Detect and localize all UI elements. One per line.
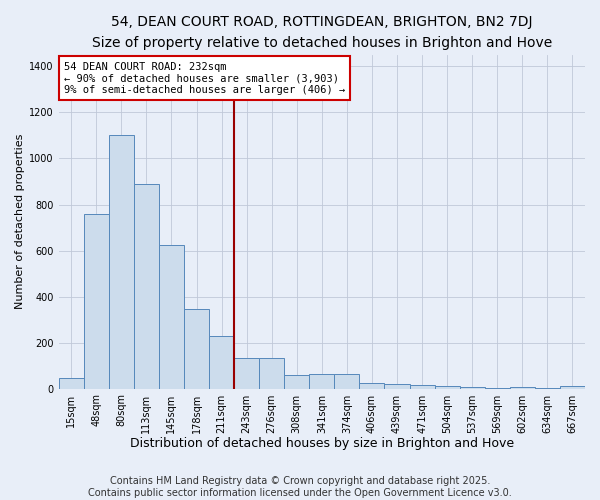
Bar <box>109 136 134 388</box>
Bar <box>334 374 359 388</box>
Bar <box>259 358 284 388</box>
Text: Contains HM Land Registry data © Crown copyright and database right 2025.
Contai: Contains HM Land Registry data © Crown c… <box>88 476 512 498</box>
Bar <box>385 384 410 388</box>
Bar <box>410 385 434 388</box>
Title: 54, DEAN COURT ROAD, ROTTINGDEAN, BRIGHTON, BN2 7DJ
Size of property relative to: 54, DEAN COURT ROAD, ROTTINGDEAN, BRIGHT… <box>92 15 552 50</box>
Y-axis label: Number of detached properties: Number of detached properties <box>15 134 25 310</box>
Bar <box>159 245 184 388</box>
Text: 54 DEAN COURT ROAD: 232sqm
← 90% of detached houses are smaller (3,903)
9% of se: 54 DEAN COURT ROAD: 232sqm ← 90% of deta… <box>64 62 345 95</box>
Bar <box>209 336 234 388</box>
Bar <box>359 383 385 388</box>
Bar <box>510 387 535 388</box>
Bar <box>184 309 209 388</box>
Bar <box>309 374 334 388</box>
Bar <box>84 214 109 388</box>
Bar <box>234 358 259 388</box>
Bar <box>59 378 84 388</box>
Bar <box>134 184 159 388</box>
X-axis label: Distribution of detached houses by size in Brighton and Hove: Distribution of detached houses by size … <box>130 437 514 450</box>
Bar <box>284 375 309 388</box>
Bar <box>434 386 460 388</box>
Bar <box>560 386 585 388</box>
